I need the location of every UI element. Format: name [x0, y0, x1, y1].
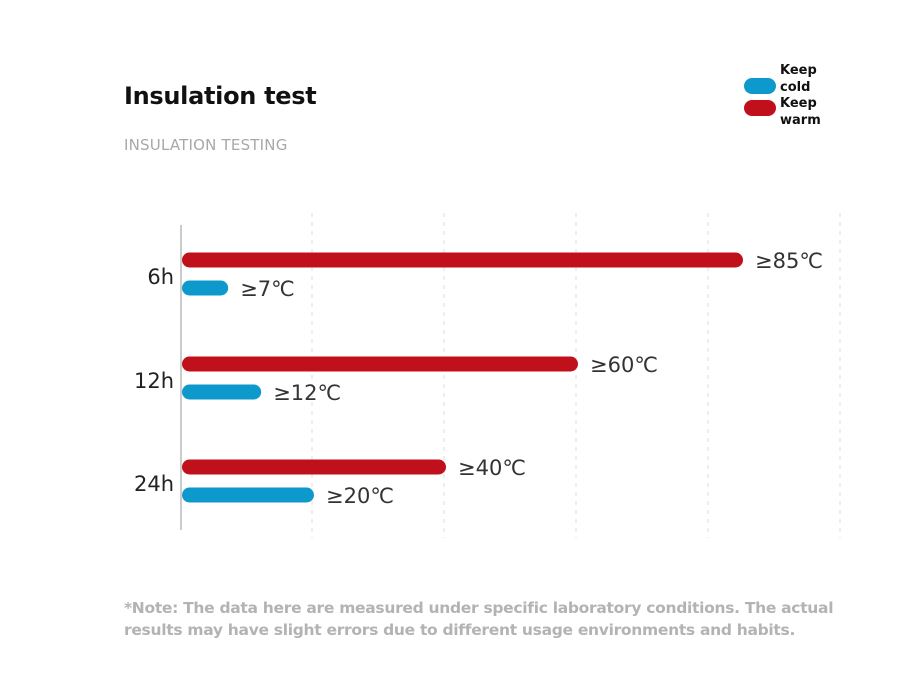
data-label-keep-cold-12h: ≥12℃ — [273, 381, 341, 405]
bar-keep-warm-12h — [182, 356, 578, 372]
legend-swatch-keep-warm — [744, 100, 776, 116]
chart-title: Insulation test — [124, 82, 317, 110]
data-label-keep-warm-12h: ≥60℃ — [590, 353, 658, 377]
category-label-6h: 6h — [147, 265, 174, 289]
category-label-12h: 12h — [134, 369, 174, 393]
data-label-keep-warm-6h: ≥85℃ — [755, 249, 823, 273]
data-label-keep-cold-24h: ≥20℃ — [326, 484, 394, 508]
legend-swatch-keep-cold — [744, 78, 776, 94]
bar-keep-cold-12h — [182, 384, 262, 400]
footnote: *Note: The data here are measured under … — [124, 599, 834, 639]
legend-label-keep-cold: Keep cold — [780, 63, 817, 95]
data-label-keep-cold-6h: ≥7℃ — [240, 277, 295, 301]
bar-keep-cold-24h — [182, 487, 314, 503]
category-label-24h: 24h — [134, 472, 174, 496]
bar-keep-cold-6h — [182, 280, 229, 296]
chart-subtitle: INSULATION TESTING — [124, 136, 288, 154]
data-label-keep-warm-24h: ≥40℃ — [458, 456, 526, 480]
bar-keep-warm-6h — [182, 252, 743, 268]
legend-label-keep-warm: Keep warm — [780, 96, 821, 128]
bar-keep-warm-24h — [182, 459, 446, 475]
